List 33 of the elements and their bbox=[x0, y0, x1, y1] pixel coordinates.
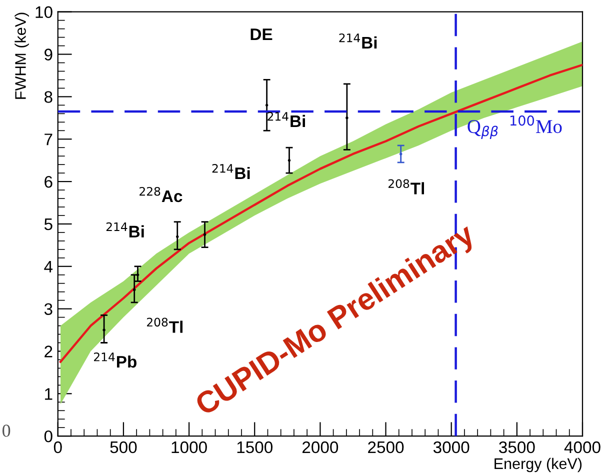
x-tick-label: 3500 bbox=[499, 441, 535, 454]
annotation: $^{208}$Tl bbox=[388, 179, 424, 194]
y-tick-label: 9 bbox=[44, 48, 52, 60]
x-tick-label: 1000 bbox=[172, 441, 207, 454]
y-tick-label: 0 bbox=[44, 430, 52, 442]
y-tick-label: 5 bbox=[44, 218, 52, 230]
x-axis-title: Energy (keV) bbox=[494, 458, 582, 472]
x-tick-label: 500 bbox=[110, 441, 137, 454]
x-tick-label: 1500 bbox=[237, 441, 273, 454]
annotation: $^{214}$Pb bbox=[94, 352, 136, 368]
annotation: $^{214}$Bi bbox=[339, 33, 377, 48]
y-tick-label: 3 bbox=[44, 303, 52, 316]
y-tick-label: 2 bbox=[44, 346, 52, 358]
y-tick-label: 8 bbox=[44, 91, 52, 103]
y-tick-label: 6 bbox=[44, 176, 52, 188]
text: 0 bbox=[2, 424, 10, 437]
annotation: $^{228}$Ac bbox=[140, 186, 182, 202]
annotation: $^{208}$Tl bbox=[147, 318, 183, 333]
x-tick-label: 3000 bbox=[433, 441, 470, 454]
annotation: $^{214}$Bi bbox=[106, 222, 144, 238]
annotation: $^{214}$Bi bbox=[268, 112, 305, 128]
annotation: DE bbox=[250, 28, 272, 40]
x-tick-label: 0 bbox=[54, 441, 62, 454]
x-tick-label: 4000 bbox=[564, 441, 600, 454]
y-tick-label: 7 bbox=[44, 134, 52, 146]
y-tick-label: 1 bbox=[45, 388, 52, 400]
y-tick-label: 10 bbox=[36, 6, 52, 18]
x-tick-label: 2500 bbox=[368, 441, 404, 454]
y-tick-label: 4 bbox=[44, 260, 53, 272]
x-tick-label: 2000 bbox=[302, 441, 338, 454]
annotation: $^{214}$Bi bbox=[212, 164, 250, 180]
y-axis-title: FWHM (keV) bbox=[14, 12, 29, 99]
ref-line-label: Q$_{ββ}$ $^{100}$Mo bbox=[468, 115, 562, 139]
